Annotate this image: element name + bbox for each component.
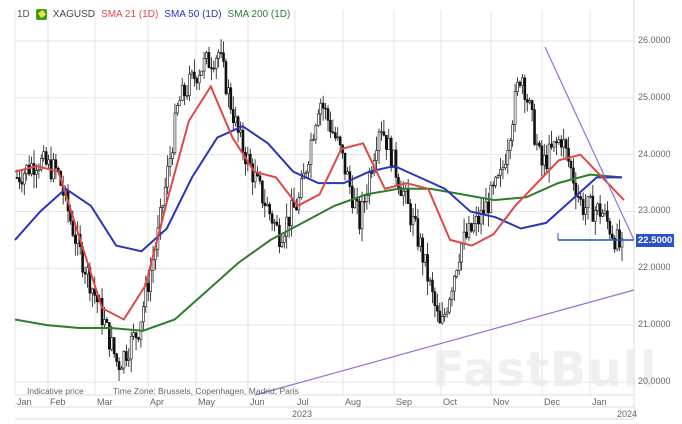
- y-tick-label: 23.0000: [638, 205, 671, 216]
- x-tick-label: May: [198, 397, 216, 407]
- x-tick-label: Jan: [592, 397, 607, 407]
- candlesticks: [15, 39, 624, 382]
- y-tick-label: 25.0000: [638, 91, 671, 102]
- x-tick-label: Apr: [150, 397, 165, 407]
- interval-label[interactable]: 1D: [17, 9, 30, 20]
- sma-200-line: [14, 173, 623, 332]
- year-label: 2024: [617, 409, 638, 419]
- x-tick-label: Dec: [544, 397, 561, 407]
- legend-sma-21[interactable]: SMA 21 (1D): [101, 9, 159, 20]
- x-tick-label: Feb: [50, 397, 66, 407]
- current-price-tag: 22.5000: [636, 234, 675, 247]
- x-tick-label: Jan: [17, 397, 32, 407]
- y-tick-label: 21.0000: [638, 319, 671, 330]
- y-tick-label: 20.0000: [638, 375, 671, 386]
- x-tick-label: Mar: [97, 397, 113, 407]
- legend-sma-50[interactable]: SMA 50 (1D): [164, 9, 222, 20]
- support-trendline: [254, 289, 635, 396]
- sma-21-line: [14, 84, 625, 321]
- x-tick-label: Aug: [345, 397, 362, 407]
- indicative-price-note: Indicative price: [27, 386, 84, 396]
- silver-bar-icon: [35, 9, 47, 20]
- y-tick-label: 22.0000: [638, 262, 671, 273]
- chart-legend: 1D XAGUSD SMA 21 (1D) SMA 50 (1D) SMA 20…: [17, 9, 290, 20]
- x-tick-label: Oct: [443, 397, 458, 407]
- year-label: 2023: [292, 409, 313, 419]
- timezone-note: Time Zone: Brussels, Copenhagen, Madrid,…: [113, 386, 299, 396]
- watermark: FastBull: [432, 342, 658, 398]
- symbol-label[interactable]: XAGUSD: [52, 9, 96, 20]
- x-tick-label: Sep: [396, 397, 413, 407]
- resistance-trendline: [544, 46, 635, 241]
- y-tick-label: 24.0000: [638, 148, 671, 159]
- legend-sma-200[interactable]: SMA 200 (1D): [227, 9, 291, 20]
- x-tick-label: Jul: [297, 397, 309, 407]
- x-tick-label: Nov: [493, 397, 510, 407]
- y-tick-label: 26.0000: [638, 35, 671, 45]
- x-tick-label: Jun: [250, 397, 265, 407]
- sma-50-line: [14, 125, 622, 253]
